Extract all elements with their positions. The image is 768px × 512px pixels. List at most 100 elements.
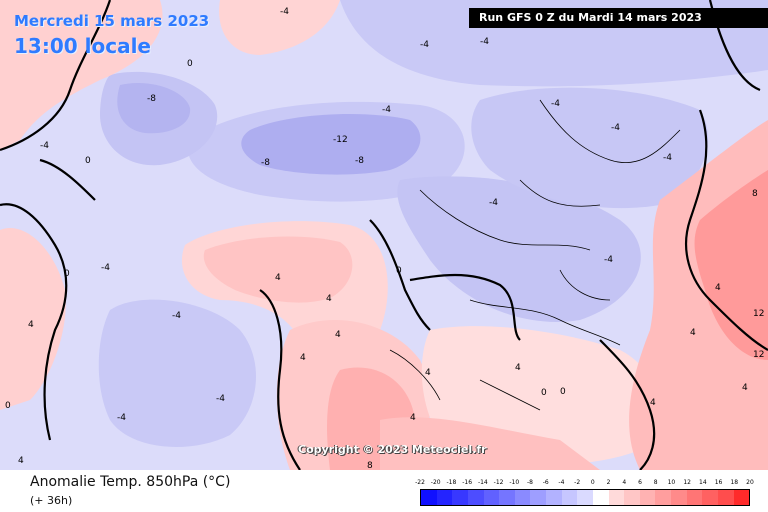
color-scale-swatch xyxy=(421,490,437,505)
color-scale-tick-label: 2 xyxy=(606,479,611,486)
color-scale-tick-label: -14 xyxy=(477,479,488,486)
map-label: -8 xyxy=(261,158,270,168)
map-label: 0 xyxy=(5,401,11,411)
color-scale-swatch xyxy=(530,490,546,505)
anomaly-region-north-sea-europe xyxy=(397,176,641,322)
model-run-info: Run GFS 0 Z du Mardi 14 mars 2023 xyxy=(469,8,768,28)
anomaly-core-greenland xyxy=(117,82,191,134)
color-scale-tick-label: 4 xyxy=(622,479,627,486)
warm-region-north-africa xyxy=(380,417,600,470)
map-label: -4 xyxy=(551,99,560,109)
color-scale-swatch xyxy=(592,490,609,505)
color-scale-tick-label: -22 xyxy=(415,479,425,486)
color-scale-swatch xyxy=(483,490,500,505)
color-scale-swatch xyxy=(608,490,625,505)
anomaly-region-scandinavia xyxy=(471,87,708,209)
warm-region-eastern-core xyxy=(694,170,768,360)
color-scale-swatch xyxy=(514,490,531,505)
color-scale-tick-label: 18 xyxy=(730,479,739,486)
map-label: 4 xyxy=(326,294,332,304)
warm-region-arctic-top xyxy=(219,0,340,55)
contour-labels: -12 -8 -8 -8 -4 -4 -4 -4 -4 -4 -4 -4 -4 … xyxy=(5,7,764,470)
color-scale-swatch xyxy=(702,490,718,505)
color-scale-swatch xyxy=(452,490,468,505)
map-label: -4 xyxy=(611,123,620,133)
forecast-time: 13:00 locale xyxy=(14,34,151,58)
color-scale-swatch xyxy=(561,490,578,505)
color-scale-tick-label: -10 xyxy=(509,479,520,486)
color-scale-tick-label: 6 xyxy=(638,479,642,486)
map-label: 4 xyxy=(425,368,431,378)
map-label: -12 xyxy=(333,135,348,145)
color-scale xyxy=(420,489,750,506)
color-scale-tick-label: 14 xyxy=(699,479,707,486)
color-scale-tick-label: -2 xyxy=(574,479,581,486)
legend-subtitle: (+ 36h) xyxy=(30,494,73,507)
color-scale-tick-label: -6 xyxy=(542,479,549,486)
legend-title: Anomalie Temp. 850hPa (°C) xyxy=(30,474,231,490)
map-label: -4 xyxy=(40,141,49,151)
color-scale-swatch xyxy=(639,490,656,505)
color-scale-tick-label: -20 xyxy=(430,479,441,486)
map-label: 8 xyxy=(752,189,758,199)
map-label: 4 xyxy=(275,273,281,283)
map-label: -8 xyxy=(147,94,156,104)
color-scale-tick-label: 10 xyxy=(667,479,676,486)
color-scale-swatch xyxy=(577,490,593,505)
color-scale-tick-label: 0 xyxy=(590,479,595,486)
color-scale-swatch xyxy=(733,490,750,505)
map-label: 12 xyxy=(753,350,764,360)
warm-region-canada xyxy=(0,228,66,410)
color-scale-tick-label: 16 xyxy=(714,479,723,486)
map-label: 4 xyxy=(650,398,656,408)
borders xyxy=(389,99,681,411)
map-label: -4 xyxy=(489,198,498,208)
color-scale-tick-label: 20 xyxy=(746,479,754,486)
color-scale-swatch xyxy=(436,490,453,505)
color-scale-tick-label: 12 xyxy=(683,479,691,486)
map-label: -4 xyxy=(172,311,181,321)
map-label: 12 xyxy=(753,309,764,319)
color-scale-swatch xyxy=(655,490,671,505)
map-label: 4 xyxy=(28,320,34,330)
color-scale-swatch xyxy=(499,490,515,505)
map-label: 4 xyxy=(515,363,521,373)
map-label: 8 xyxy=(367,461,373,470)
map-label: -4 xyxy=(117,413,126,423)
color-scale-tick-label: 8 xyxy=(653,479,658,486)
map-label: 0 xyxy=(187,59,193,69)
color-scale-swatch xyxy=(717,490,734,505)
map-label: 4 xyxy=(715,283,721,293)
forecast-date: Mercredi 15 mars 2023 xyxy=(14,12,210,30)
map-label: -8 xyxy=(355,156,364,166)
color-scale-swatch xyxy=(624,490,640,505)
map-label: -4 xyxy=(280,7,289,17)
map-label: 4 xyxy=(335,330,341,340)
map-label: -4 xyxy=(480,37,489,47)
color-scale-ticks: -22 -20 -18 -16 -14 -12 -10 -8 -6 -4 -2 0 2 4 6 8 10 12 14… xyxy=(414,479,754,489)
anomaly-core-minus12 xyxy=(241,114,421,175)
map-label: -4 xyxy=(101,263,110,273)
warm-region-atlantic-core xyxy=(203,236,353,303)
map-label: -4 xyxy=(663,153,672,163)
color-scale-swatch xyxy=(546,490,562,505)
coastlines xyxy=(0,0,768,470)
map-label: -4 xyxy=(420,40,429,50)
map-label: 4 xyxy=(742,383,748,393)
color-scale-swatch xyxy=(686,490,703,505)
warm-region-northwest xyxy=(0,0,163,150)
map-label: -4 xyxy=(604,255,613,265)
anomaly-region-atlantic-south xyxy=(98,299,257,447)
temperature-anomaly-map: -12 -8 -8 -8 -4 -4 -4 -4 -4 -4 -4 -4 -4 … xyxy=(0,0,768,470)
map-label: 4 xyxy=(18,456,24,466)
map-label: 0 xyxy=(396,266,402,276)
map-label: 0 xyxy=(560,387,566,397)
map-label: 4 xyxy=(690,328,696,338)
color-scale-tick-label: -8 xyxy=(527,479,533,486)
map-label: 0 xyxy=(85,156,91,166)
map-label: 4 xyxy=(300,353,306,363)
map-label: 0 xyxy=(541,388,547,398)
copyright-notice: Copyright © 2023 Meteociel.fr xyxy=(298,443,487,456)
color-scale-tick-label: -16 xyxy=(462,479,473,486)
color-scale-tick-label: -12 xyxy=(493,479,504,486)
